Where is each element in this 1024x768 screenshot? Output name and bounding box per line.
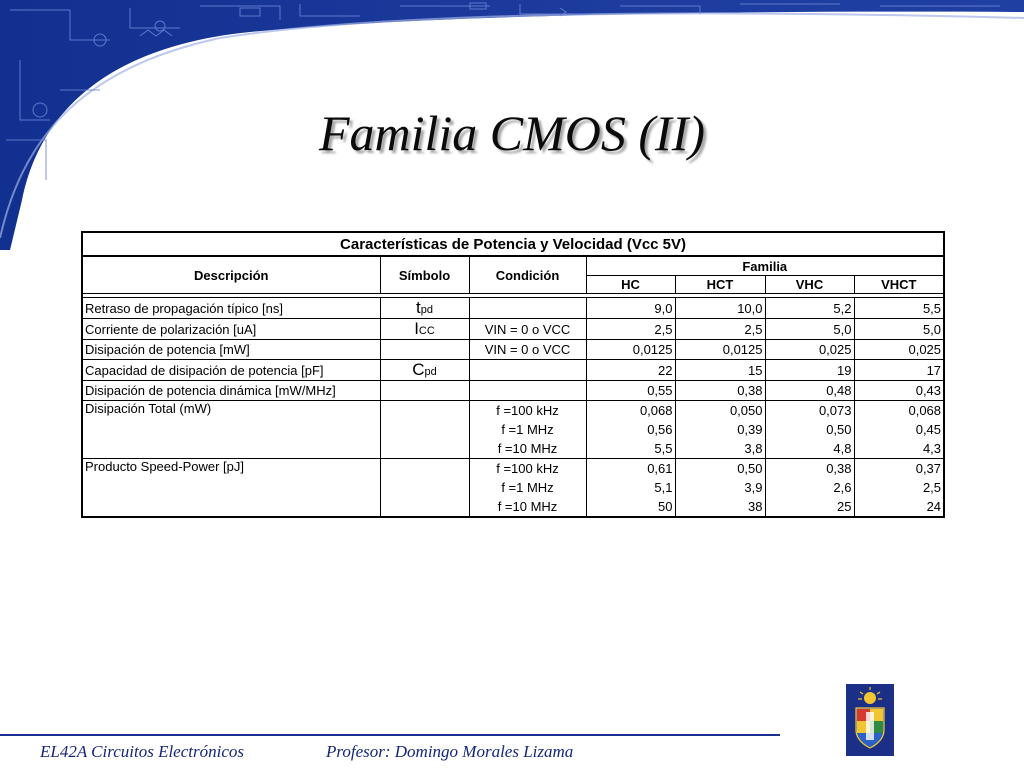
header-family-hc: HC: [585, 275, 675, 294]
value-hc: 0,0125: [585, 339, 675, 360]
header-descripcion: Descripción: [81, 256, 380, 294]
value-vhc: 0,48: [764, 380, 854, 401]
value-vhct: 0,025: [853, 339, 946, 360]
table-row: Disipación Total (mW) f =100 kHz 0,068 0…: [81, 400, 946, 459]
value-vhc: 0,073: [764, 400, 854, 420]
table-row: f =10 MHz 50 38 25 24: [82, 497, 946, 518]
row-description: Capacidad de disipación de potencia [pF]: [81, 359, 380, 381]
value-vhct: 4,3: [853, 439, 946, 459]
group-symbol: [379, 458, 469, 518]
value-hct: 0,050: [674, 400, 765, 420]
table-row: Retraso de propagación típico [ns] tpd 9…: [81, 297, 946, 319]
row-symbol: Cpd: [379, 359, 469, 381]
row-description: Disipación de potencia [mW]: [81, 339, 380, 360]
value-vhct: 0,45: [853, 420, 946, 439]
row-description: Retraso de propagación típico [ns]: [81, 297, 380, 319]
value-vhc: 0,025: [764, 339, 854, 360]
footer-divider: [0, 734, 780, 736]
value-vhct: 24: [853, 497, 946, 518]
value-hc: 50: [585, 497, 675, 518]
power-speed-table: Características de Potencia y Velocidad …: [80, 231, 946, 518]
value-vhct: 0,43: [853, 380, 946, 401]
table-row: Disipación de potencia [mW] VIN = 0 o VC…: [81, 339, 946, 360]
row-condition: [468, 297, 586, 319]
value-vhc: 2,6: [764, 478, 854, 497]
value-vhct: 0,068: [853, 400, 946, 420]
value-vhc: 0,50: [764, 420, 854, 439]
value-hct: 10,0: [674, 297, 765, 319]
row-condition: [468, 359, 586, 381]
value-hct: 0,0125: [674, 339, 765, 360]
table-caption: Características de Potencia y Velocidad …: [80, 231, 946, 257]
header-condicion: Condición: [468, 256, 586, 294]
group-symbol: [379, 400, 469, 459]
table-row: Capacidad de disipación de potencia [pF]…: [81, 359, 946, 381]
value-hc: 22: [585, 359, 675, 381]
table-row: f =1 MHz 0,56 0,39 0,50 0,45: [82, 420, 946, 439]
value-vhct: 5,0: [853, 318, 946, 340]
value-hc: 0,55: [585, 380, 675, 401]
row-symbol: [379, 339, 469, 360]
value-vhc: 0,38: [764, 458, 854, 478]
value-hct: 3,8: [674, 439, 765, 459]
value-vhc: 5,2: [764, 297, 854, 319]
row-description: Disipación de potencia dinámica [mW/MHz]: [81, 380, 380, 401]
value-hc: 2,5: [585, 318, 675, 340]
group-description: Disipación Total (mW): [81, 400, 380, 459]
table-row: f =10 MHz 5,5 3,8 4,8 4,3: [82, 439, 946, 459]
value-vhct: 0,37: [853, 458, 946, 478]
university-crest-icon: [846, 684, 894, 756]
table-row: Disipación de potencia dinámica [mW/MHz]…: [81, 380, 946, 401]
value-hc: 0,61: [585, 458, 675, 478]
value-vhct: 17: [853, 359, 946, 381]
value-hct: 0,50: [674, 458, 765, 478]
row-condition: f =100 kHz: [468, 458, 586, 478]
row-condition: [468, 380, 586, 401]
value-hc: 0,068: [585, 400, 675, 420]
value-vhc: 5,0: [764, 318, 854, 340]
row-description: Corriente de polarización [uA]: [81, 318, 380, 340]
value-vhc: 25: [764, 497, 854, 518]
value-hc: 9,0: [585, 297, 675, 319]
header-familia: Familia: [585, 256, 946, 276]
row-symbol: tpd: [379, 297, 469, 319]
table-row: Corriente de polarización [uA] ICC VIN =…: [81, 318, 946, 340]
value-hc: 5,1: [585, 478, 675, 497]
table-row: f =1 MHz 5,1 3,9 2,6 2,5: [82, 478, 946, 497]
value-vhct: 2,5: [853, 478, 946, 497]
row-condition: f =100 kHz: [468, 400, 586, 420]
group-description: Producto Speed-Power [pJ]: [81, 458, 380, 518]
footer-course: EL42A Circuitos Electrónicos: [40, 742, 244, 761]
row-symbol: [379, 380, 469, 401]
value-hc: 5,5: [585, 439, 675, 459]
value-hct: 3,9: [674, 478, 765, 497]
row-condition: VIN = 0 o VCC: [468, 339, 586, 360]
slide-title: Familia CMOS (II): [318, 105, 706, 161]
footer-professor: Profesor: Domingo Morales Lizama: [326, 742, 574, 761]
row-condition: f =10 MHz: [468, 439, 586, 459]
value-hct: 38: [674, 497, 765, 518]
value-hct: 0,39: [674, 420, 765, 439]
row-symbol: ICC: [379, 318, 469, 340]
value-hct: 2,5: [674, 318, 765, 340]
row-condition: f =1 MHz: [468, 420, 586, 439]
row-condition: f =10 MHz: [468, 497, 586, 518]
value-vhc: 4,8: [764, 439, 854, 459]
value-hct: 15: [674, 359, 765, 381]
table-row: Producto Speed-Power [pJ] f =100 kHz 0,6…: [81, 458, 946, 518]
header-family-vhc: VHC: [764, 275, 854, 294]
row-condition: VIN = 0 o VCC: [468, 318, 586, 340]
value-vhc: 19: [764, 359, 854, 381]
row-condition: f =1 MHz: [468, 478, 586, 497]
header-family-hct: HCT: [674, 275, 765, 294]
value-hct: 0,38: [674, 380, 765, 401]
header-separator: [80, 293, 946, 298]
value-hc: 0,56: [585, 420, 675, 439]
header-family-vhct: VHCT: [853, 275, 946, 294]
header-simbolo: Símbolo: [379, 256, 469, 294]
value-vhct: 5,5: [853, 297, 946, 319]
